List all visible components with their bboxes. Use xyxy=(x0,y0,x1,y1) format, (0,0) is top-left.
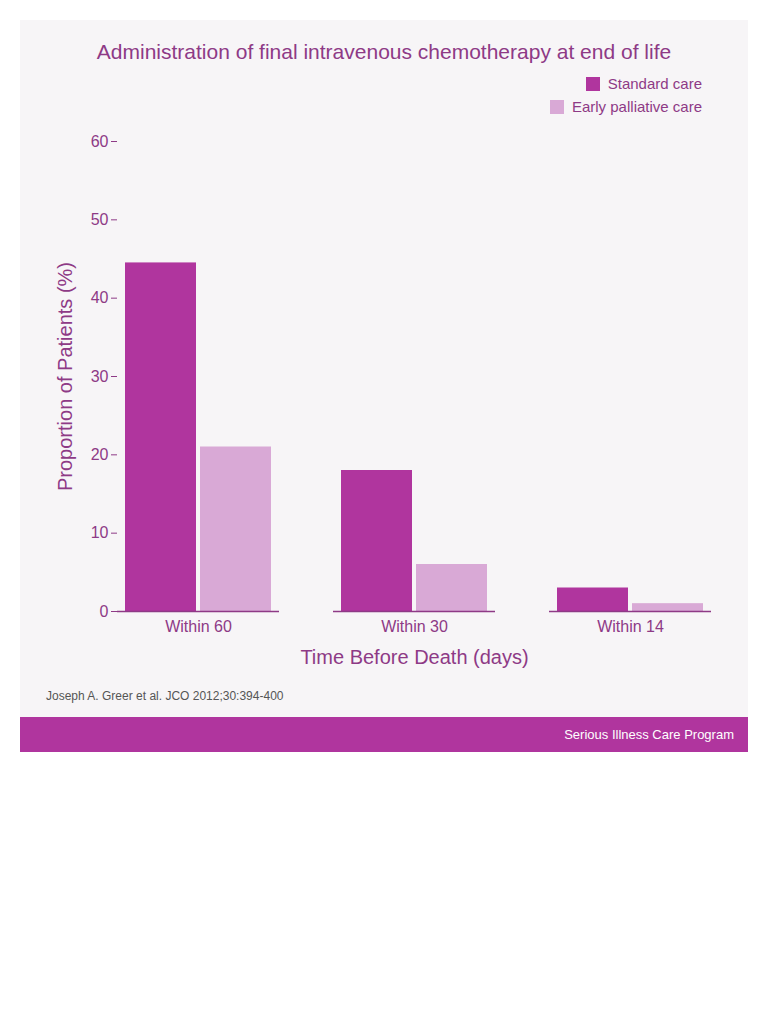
html-text:Standard care: Standard care xyxy=(607,75,702,93)
svg-text:Within 60: Within 60 xyxy=(165,618,232,635)
svg-text:40: 40 xyxy=(91,290,109,307)
svg-text:Time Before Death (days): Time Before Death (days) xyxy=(300,646,528,668)
svg-text:60: 60 xyxy=(91,133,109,150)
html-text:Joseph A. Greer et al. JCO 201: Joseph A. Greer et al. JCO 2012;30:394-4… xyxy=(46,689,284,704)
svg-text:Within 14: Within 14 xyxy=(597,618,664,635)
svg-text:10: 10 xyxy=(91,525,109,542)
html-text:Serious Illness Care Program: Serious Illness Care Program xyxy=(564,727,734,743)
svg-text:Within 30: Within 30 xyxy=(381,618,448,635)
svg-text:50: 50 xyxy=(91,211,109,228)
svg-text:30: 30 xyxy=(91,368,109,385)
svg-text:Proportion of Patients (%): Proportion of Patients (%) xyxy=(54,262,76,491)
svg-text:0: 0 xyxy=(100,603,109,620)
svg-text:20: 20 xyxy=(91,446,109,463)
html-text:Administration of final intrav: Administration of final intravenous chem… xyxy=(96,40,672,63)
html-text:Early palliative care: Early palliative care xyxy=(571,98,702,116)
